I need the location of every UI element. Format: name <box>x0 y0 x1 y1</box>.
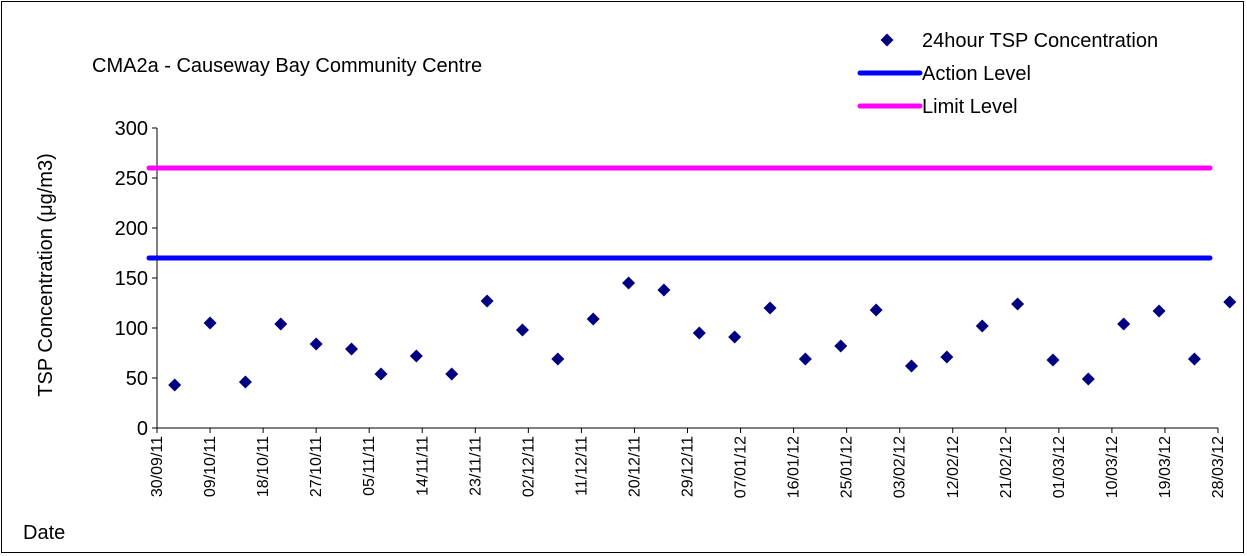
legend: 24hour TSP Concentration Action Level Limi… <box>857 30 1158 118</box>
x-tick-label: 30/09/11 <box>149 436 166 497</box>
x-tick-label: 05/11/11 <box>361 436 378 496</box>
data-point <box>622 276 636 290</box>
x-tick-label: 01/03/12 <box>1051 436 1068 498</box>
y-tick-label: 0 <box>137 418 148 440</box>
x-tick-label: 19/03/12 <box>1157 436 1174 498</box>
x-tick-label: 28/03/12 <box>1210 436 1227 498</box>
y-axis-label: TSP Concentration (μg/m3) <box>35 153 57 396</box>
reference-lines <box>146 165 1213 261</box>
data-point <box>309 337 323 351</box>
data-point <box>168 378 182 392</box>
x-tick-label: 11/12/11 <box>573 436 590 496</box>
data-point <box>904 359 918 373</box>
data-point <box>345 342 359 356</box>
x-tick-label: 23/11/11 <box>467 436 484 496</box>
data-point <box>1117 317 1131 331</box>
data-point <box>1081 372 1095 386</box>
data-point <box>869 303 883 317</box>
chart-title: CMA2a - Causeway Bay Community Centre <box>92 55 482 77</box>
data-point <box>940 350 954 364</box>
data-point <box>834 339 848 353</box>
legend-label: 24hour TSP Concentration <box>922 30 1158 52</box>
x-tick-label: 02/12/11 <box>520 436 537 497</box>
axes: 0 50 100 150 200 250 300 30/09/11 09/10/11 18/10/… <box>115 118 1227 498</box>
data-point <box>374 367 388 381</box>
data-point <box>1046 353 1060 367</box>
legend-label: Limit Level <box>922 96 1018 118</box>
data-point <box>551 352 565 366</box>
data-points <box>168 276 1237 392</box>
data-point <box>203 316 217 330</box>
data-point <box>445 367 459 381</box>
data-point <box>274 317 288 331</box>
x-tick-label: 10/03/12 <box>1104 436 1121 498</box>
x-tick-label: 03/02/12 <box>892 436 909 498</box>
data-point <box>1152 304 1166 318</box>
data-point <box>480 294 494 308</box>
y-tick-label: 250 <box>115 168 148 190</box>
x-tick-label: 29/12/11 <box>680 436 697 497</box>
y-tick-label: 200 <box>115 218 148 240</box>
data-point <box>798 352 812 366</box>
x-tick-label: 12/02/12 <box>945 436 962 498</box>
data-point <box>692 326 706 340</box>
x-tick-label: 07/01/12 <box>733 436 750 498</box>
data-point <box>763 301 777 315</box>
x-tick-label: 25/01/12 <box>839 436 856 498</box>
y-tick-label: 300 <box>115 118 148 140</box>
x-tick-label: 18/10/11 <box>255 436 272 497</box>
legend-label: Action Level <box>922 63 1031 85</box>
y-tick-label: 150 <box>115 268 148 290</box>
data-point <box>1011 297 1025 311</box>
data-point <box>1223 295 1237 309</box>
y-tick-label: 50 <box>126 368 148 390</box>
x-tick-label: 20/12/11 <box>626 436 643 497</box>
data-point <box>1187 352 1201 366</box>
x-tick-label: 27/10/11 <box>308 436 325 497</box>
legend-marker-diamond <box>880 33 894 47</box>
data-point <box>728 330 742 344</box>
data-point <box>238 375 252 389</box>
data-point <box>586 312 600 326</box>
data-point <box>409 349 423 363</box>
x-tick-label: 16/01/12 <box>786 436 803 498</box>
data-point <box>657 283 671 297</box>
x-tick-label: 21/02/12 <box>998 436 1015 498</box>
x-axis-label: Date <box>23 522 65 544</box>
data-point <box>515 323 529 337</box>
y-tick-label: 100 <box>115 318 148 340</box>
x-tick-label: 09/10/11 <box>202 436 219 497</box>
data-point <box>975 319 989 333</box>
x-tick-label: 14/11/11 <box>414 436 431 496</box>
